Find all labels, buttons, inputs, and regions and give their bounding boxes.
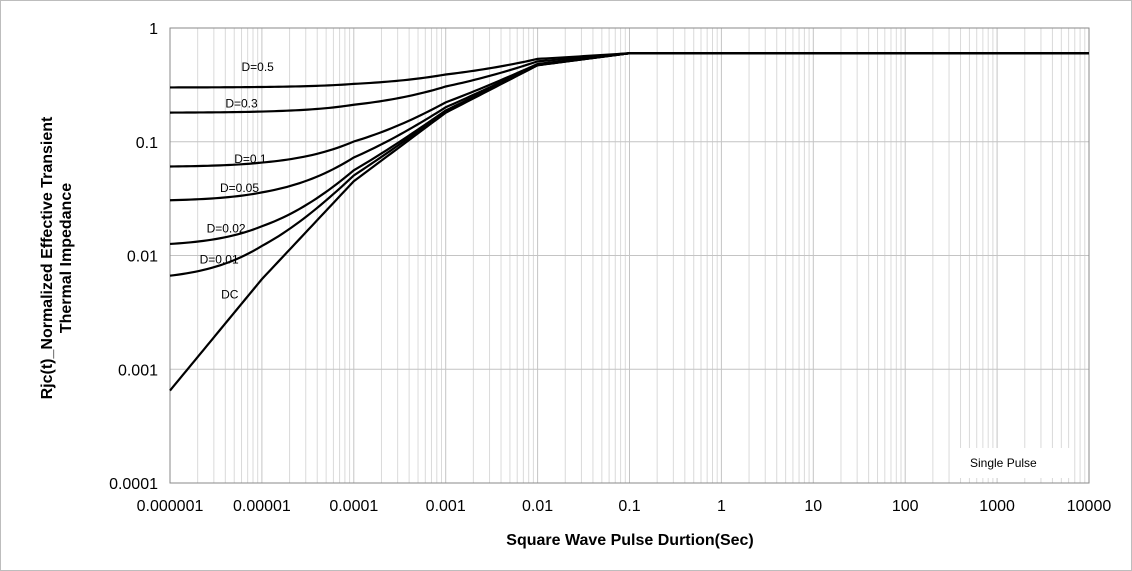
x-tick-label: 0.0001 bbox=[329, 498, 378, 515]
grid-layer bbox=[169, 27, 1089, 484]
series-label-d-0-05: D=0.05 bbox=[220, 181, 259, 195]
y-tick-label: 0.0001 bbox=[109, 476, 158, 493]
x-tick-label: 0.000001 bbox=[137, 498, 204, 515]
y-tick-label: 0.1 bbox=[136, 135, 158, 152]
x-tick-label: 1 bbox=[717, 498, 726, 515]
x-tick-label: 0.1 bbox=[618, 498, 640, 515]
plot-area-border bbox=[169, 27, 1090, 484]
series-line-dc bbox=[169, 52, 1089, 392]
x-tick-label: 0.01 bbox=[522, 498, 553, 515]
x-tick-label: 0.00001 bbox=[233, 498, 291, 515]
legend: Single Pulse bbox=[958, 448, 1072, 478]
x-tick-label: 10000 bbox=[1067, 498, 1112, 515]
series-layer bbox=[169, 52, 1089, 392]
series-label-d-0-01: D=0.01 bbox=[200, 253, 239, 267]
y-axis-title-line-2: Thermal Impedance bbox=[58, 183, 75, 333]
x-tick-label: 100 bbox=[892, 498, 919, 515]
x-tick-label: 0.001 bbox=[426, 498, 466, 515]
series-label-d-0-1: D=0.1 bbox=[234, 152, 267, 166]
y-tick-label: 0.001 bbox=[118, 362, 158, 379]
legend-single-pulse: Single Pulse bbox=[970, 456, 1037, 470]
series-label-d-0-5: D=0.5 bbox=[242, 60, 275, 74]
series-label-dc: DC bbox=[221, 287, 239, 301]
x-axis-title: Square Wave Pulse Durtion(Sec) bbox=[506, 532, 753, 549]
y-tick-label: 1 bbox=[149, 21, 158, 38]
y-axis-title-line-1: Rjc(t)_Normalized Effective Transient bbox=[39, 116, 56, 399]
series-label-d-0-02: D=0.02 bbox=[207, 221, 246, 235]
axis-layer: 0.000001 0.00001 0.0001 0.001 0.01 0.1 1 10 100 1… bbox=[109, 21, 1111, 515]
y-tick-label: 0.01 bbox=[127, 249, 158, 266]
x-tick-label: 10 bbox=[804, 498, 822, 515]
series-label-d-0-3: D=0.3 bbox=[225, 97, 258, 111]
legend-box bbox=[958, 448, 1072, 478]
label-layer: D=0.5 D=0.3 D=0.1 D=0.05 D=0.02 D=0.01 DC bbox=[200, 60, 275, 302]
x-tick-label: 1000 bbox=[979, 498, 1015, 515]
